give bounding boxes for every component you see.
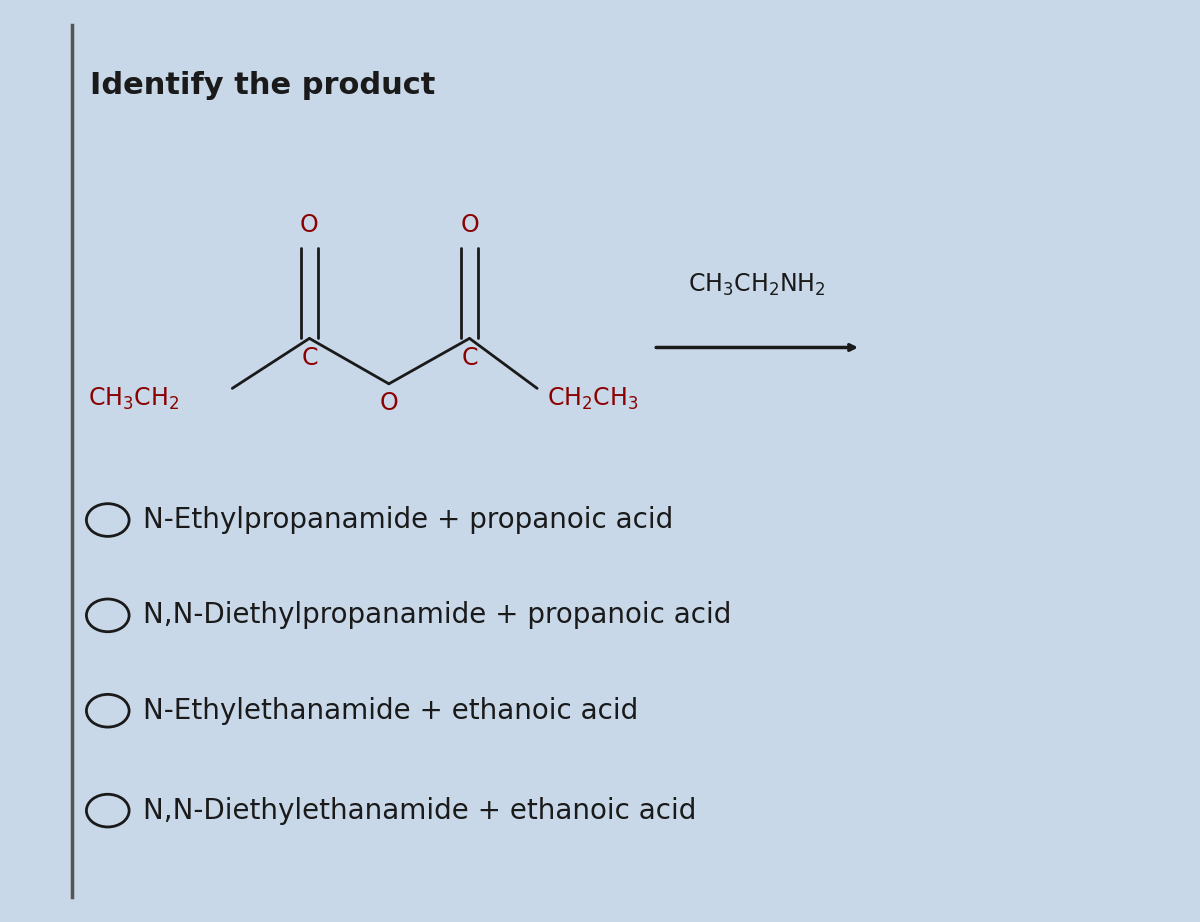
Text: N-Ethylpropanamide + propanoic acid: N-Ethylpropanamide + propanoic acid	[143, 506, 673, 534]
Text: N,N-Diethylpropanamide + propanoic acid: N,N-Diethylpropanamide + propanoic acid	[143, 601, 732, 630]
Text: O: O	[379, 391, 398, 415]
Text: CH$_3$CH$_2$NH$_2$: CH$_3$CH$_2$NH$_2$	[688, 271, 826, 298]
Text: N,N-Diethylethanamide + ethanoic acid: N,N-Diethylethanamide + ethanoic acid	[143, 797, 697, 824]
Text: CH$_2$CH$_3$: CH$_2$CH$_3$	[547, 386, 638, 412]
Text: C: C	[301, 346, 318, 370]
Text: N-Ethylethanamide + ethanoic acid: N-Ethylethanamide + ethanoic acid	[143, 697, 638, 725]
Text: C: C	[461, 346, 478, 370]
Text: Identify the product: Identify the product	[90, 70, 436, 100]
Text: CH$_3$CH$_2$: CH$_3$CH$_2$	[88, 386, 179, 412]
Text: O: O	[460, 213, 479, 237]
Text: O: O	[300, 213, 319, 237]
